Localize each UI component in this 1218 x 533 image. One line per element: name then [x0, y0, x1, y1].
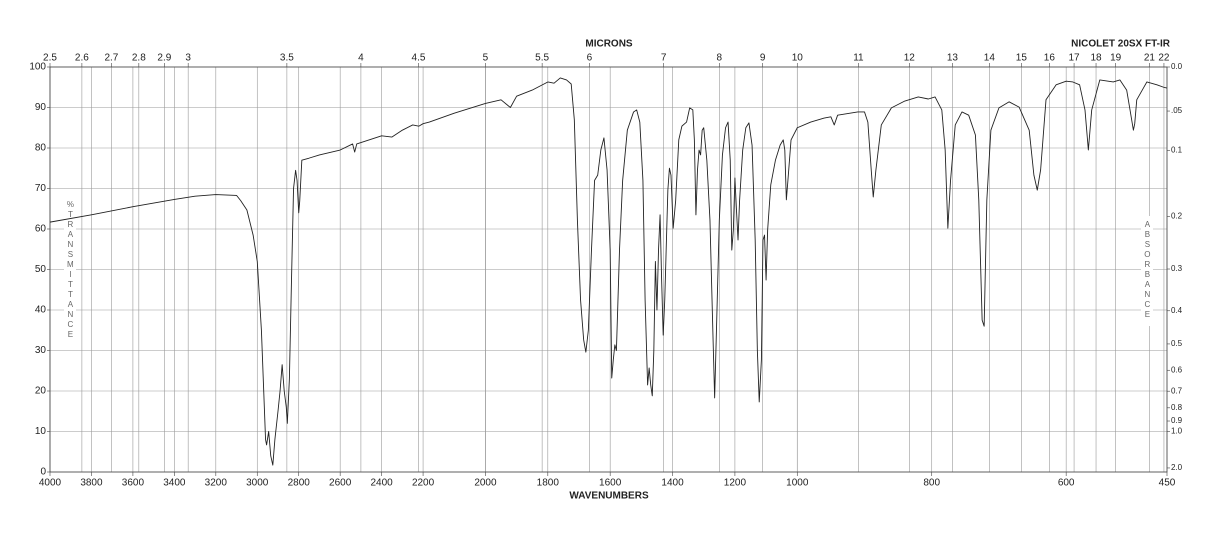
x-tick-label: 1400 — [661, 478, 684, 489]
x2-tick-label: 19 — [1110, 53, 1122, 64]
x-tick-label: 2200 — [412, 478, 435, 489]
x-tick-label: 450 — [1159, 478, 1176, 489]
x2-tick-label: 2.8 — [132, 53, 146, 64]
y2-tick-label: 0.7 — [1171, 386, 1183, 395]
spectrum-line — [49, 77, 1168, 466]
x2-tick-label: 4 — [358, 53, 364, 64]
x2-tick-label: 2.5 — [43, 53, 57, 64]
x2-tick-label: 3.5 — [280, 53, 294, 64]
x-tick-label: 2400 — [370, 478, 393, 489]
y2-tick-label: 0.0 — [1171, 62, 1183, 71]
instrument-label: NICOLET 20SX FT-IR — [1071, 39, 1171, 50]
y2-tick-label: 1.0 — [1171, 427, 1183, 436]
x2-tick-label: 22 — [1158, 53, 1170, 64]
x2-tick-label: 2.6 — [75, 53, 89, 64]
x2-tick-label: 5.5 — [535, 53, 549, 64]
x-tick-label: 3200 — [205, 478, 228, 489]
y2-tick-label: 0.3 — [1171, 264, 1183, 273]
x-tick-label: 600 — [1058, 478, 1075, 489]
x2-tick-label: 11 — [853, 53, 864, 64]
y2-tick-label: 0.9 — [1171, 416, 1183, 425]
y2-tick-label: 0.8 — [1171, 403, 1183, 412]
x-tick-label: 1800 — [537, 478, 560, 489]
x2-tick-label: 10 — [792, 53, 804, 64]
x2-tick-label: 13 — [947, 53, 959, 64]
y2-tick-label: .05 — [1171, 106, 1183, 115]
x2-tick-label: 2.9 — [157, 53, 171, 64]
y2-axis-title: ABSORBANCE — [1143, 220, 1152, 320]
x-tick-label: 1600 — [599, 478, 622, 489]
x2-tick-label: 18 — [1090, 53, 1102, 64]
y2-tick-label: 0.2 — [1171, 212, 1183, 221]
y-axis-title: %TRANSMITTANCE — [66, 200, 75, 340]
y2-tick-label: 2.0 — [1171, 463, 1183, 472]
top-axis-title: MICRONS — [585, 39, 633, 50]
y2-label-box — [1141, 216, 1153, 326]
y-tick-label: 80 — [35, 143, 47, 154]
x-tick-label: 2000 — [474, 478, 497, 489]
x-tick-label: 3600 — [122, 478, 145, 489]
y-tick-label: 30 — [35, 345, 47, 356]
x2-tick-label: 15 — [1016, 53, 1028, 64]
x2-tick-label: 6 — [587, 53, 593, 64]
x-axis-title: WAVENUMBERS — [569, 491, 649, 502]
x2-tick-label: 14 — [984, 53, 996, 64]
x-tick-label: 2800 — [288, 478, 311, 489]
y2-tick-label: 0.5 — [1171, 339, 1183, 348]
y-tick-label: 50 — [35, 264, 47, 275]
y-tick-label: 90 — [35, 102, 47, 113]
x2-tick-label: 8 — [717, 53, 723, 64]
x2-tick-label: 9 — [760, 53, 766, 64]
y-tick-label: 100 — [29, 62, 46, 73]
y-tick-label: 0 — [40, 467, 46, 478]
x-tick-label: 3400 — [163, 478, 186, 489]
y2-tick-label: 0.6 — [1171, 365, 1183, 374]
x-tick-label: 3800 — [80, 478, 103, 489]
x-tick-label: 4000 — [39, 478, 62, 489]
y-label-box — [64, 196, 76, 346]
y2-tick-label: 0.4 — [1171, 306, 1183, 315]
y-tick-label: 10 — [35, 426, 47, 437]
x2-tick-label: 17 — [1069, 53, 1081, 64]
x2-tick-label: 7 — [661, 53, 667, 64]
y-tick-label: 40 — [35, 305, 47, 316]
y2-tick-label: 0.1 — [1171, 145, 1183, 154]
x2-tick-label: 21 — [1144, 53, 1156, 64]
x2-tick-label: 3 — [185, 53, 191, 64]
x-tick-label: 3000 — [246, 478, 269, 489]
y-tick-label: 20 — [35, 386, 47, 397]
x2-tick-label: 16 — [1044, 53, 1056, 64]
y-tick-label: 60 — [35, 224, 47, 235]
x-tick-label: 1200 — [724, 478, 747, 489]
x2-tick-label: 2.7 — [104, 53, 118, 64]
x-tick-label: 800 — [923, 478, 940, 489]
x2-tick-label: 4.5 — [412, 53, 426, 64]
y-tick-label: 70 — [35, 183, 47, 194]
x-tick-label: 2600 — [329, 478, 352, 489]
x-tick-label: 1000 — [786, 478, 809, 489]
x2-tick-label: 12 — [904, 53, 916, 64]
x2-tick-label: 5 — [483, 53, 489, 64]
